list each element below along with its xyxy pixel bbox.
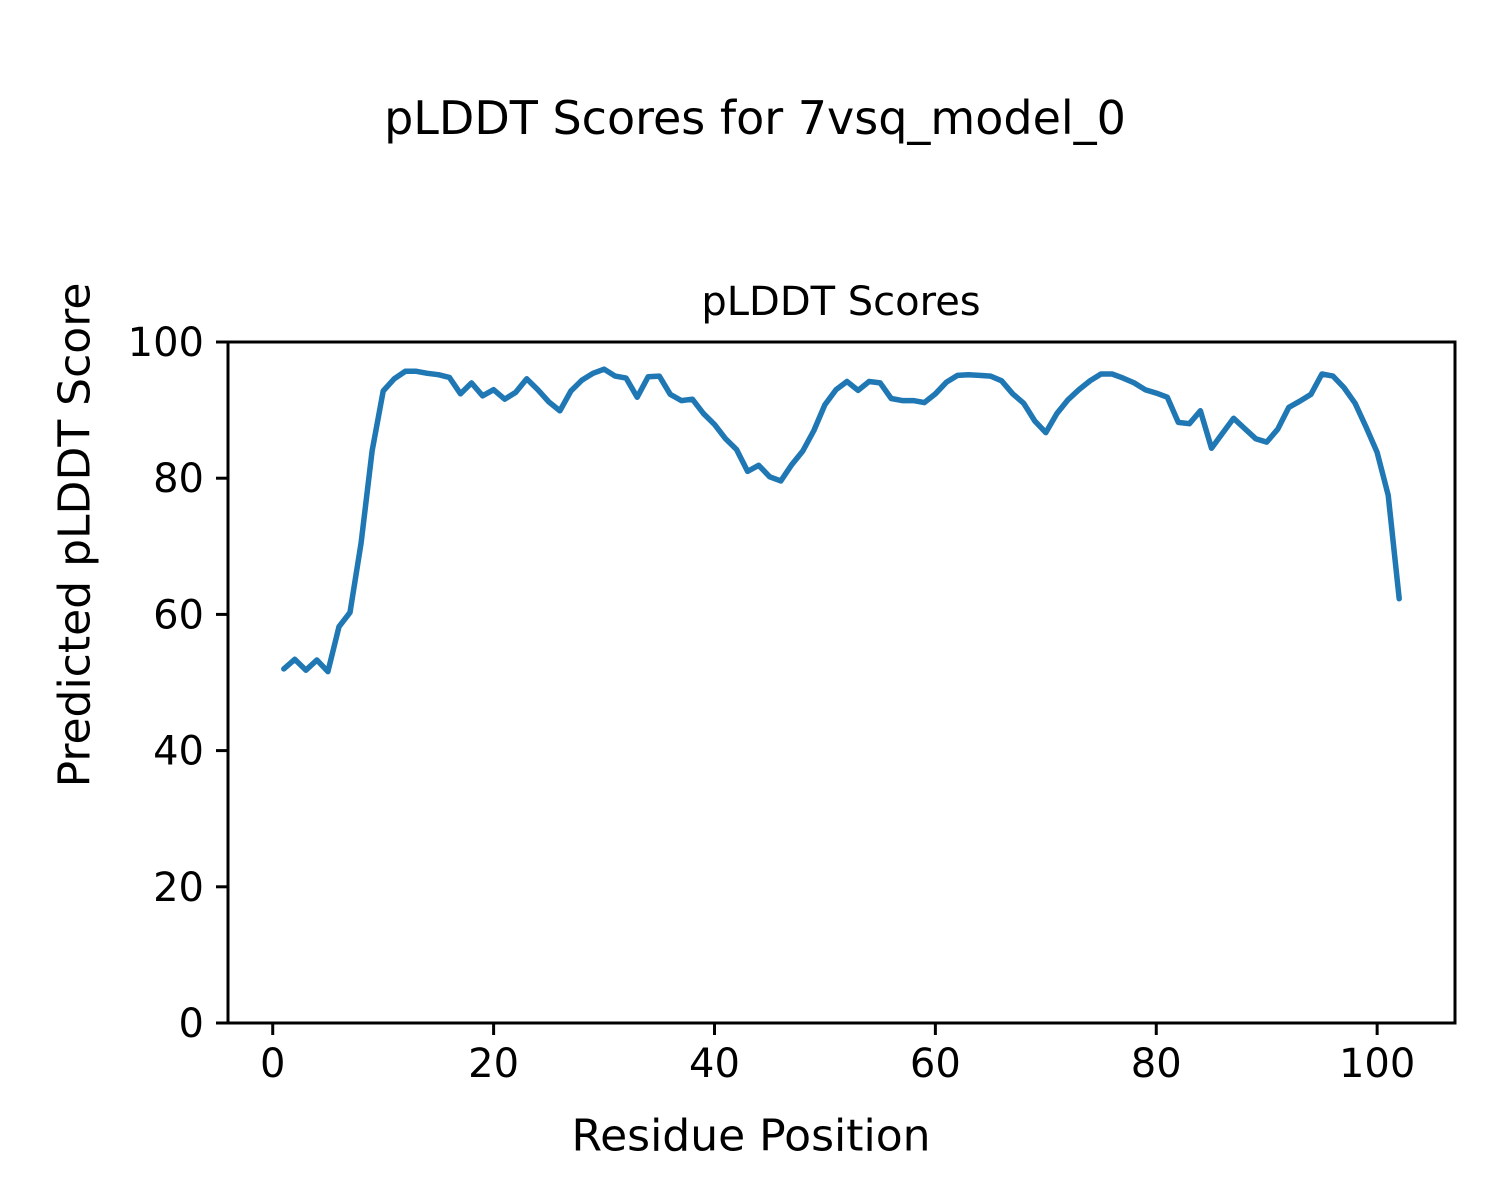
y-axis-tick-labels: 0 20 40 60 80 100: [128, 320, 204, 1047]
x-tick-label: 0: [260, 1041, 285, 1087]
x-tick-label: 40: [689, 1041, 740, 1087]
figure-title: pLDDT Scores for 7vsq_model_0: [384, 91, 1126, 145]
x-tick-label: 20: [468, 1041, 519, 1087]
y-tick-label: 100: [128, 320, 204, 366]
y-tick-label: 0: [179, 1001, 204, 1047]
x-axis-tick-labels: 0 20 40 60 80 100: [260, 1041, 1415, 1087]
y-tick-label: 60: [153, 592, 204, 638]
plddt-score-line: [281, 366, 1402, 675]
y-tick-label: 20: [153, 865, 204, 911]
x-tick-label: 100: [1339, 1041, 1415, 1087]
x-axis-label: Residue Position: [571, 1110, 931, 1162]
axes-title: pLDDT Scores: [701, 279, 981, 325]
y-tick-label: 40: [153, 729, 204, 775]
plot-border: [226, 340, 1457, 1025]
x-tick-label: 60: [910, 1041, 961, 1087]
y-axis-ticks: [216, 340, 228, 1025]
x-axis-ticks: [271, 1023, 1379, 1035]
x-tick-label: 80: [1131, 1041, 1182, 1087]
y-tick-label: 80: [153, 456, 204, 502]
